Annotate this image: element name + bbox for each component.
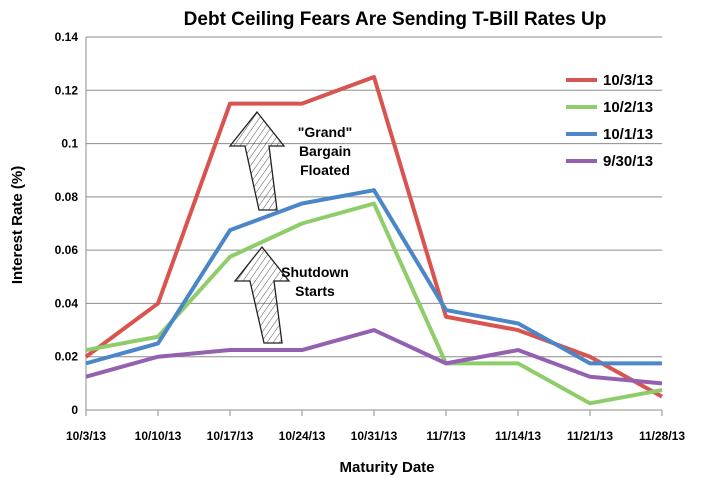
x-axis: 10/3/13 10/10/13 10/17/13 10/24/13 10/31/13 1… bbox=[66, 37, 685, 443]
up-arrow-icon bbox=[233, 245, 291, 344]
legend-label: 10/1/13 bbox=[603, 126, 653, 143]
y-tick-label: 0.1 bbox=[61, 137, 78, 151]
series-line bbox=[85, 188, 662, 366]
up-arrow-icon bbox=[228, 110, 286, 211]
annotation-text: Bargain bbox=[299, 143, 351, 159]
x-tick-label: 10/17/13 bbox=[207, 429, 254, 443]
y-tick-label: 0.02 bbox=[55, 350, 79, 364]
legend: 10/3/13 10/2/13 10/1/13 9/30/13 bbox=[566, 72, 653, 170]
annotations: "Grand" Bargain Floated Shutdown Starts bbox=[281, 124, 352, 299]
series-line bbox=[85, 201, 663, 406]
annotation-text: Starts bbox=[295, 283, 335, 299]
x-axis-label: Maturity Date bbox=[339, 459, 434, 476]
legend-label: 10/3/13 bbox=[603, 72, 653, 89]
y-tick-label: 0.14 bbox=[55, 30, 79, 44]
annotation-text: Shutdown bbox=[281, 264, 349, 280]
x-tick-label: 10/3/13 bbox=[66, 429, 106, 443]
series-line bbox=[85, 328, 663, 386]
annotation-text: Floated bbox=[300, 162, 350, 178]
gridlines bbox=[86, 36, 662, 358]
y-tick-labels: 0 0.02 0.04 0.06 0.08 0.1 0.12 0.14 bbox=[55, 30, 79, 417]
y-tick-label: 0.04 bbox=[55, 296, 79, 310]
x-tick-label: 11/7/13 bbox=[426, 429, 466, 443]
legend-label: 10/2/13 bbox=[603, 99, 653, 116]
x-tick-label: 10/24/13 bbox=[279, 429, 326, 443]
annotation-arrows bbox=[228, 110, 291, 344]
legend-label: 9/30/13 bbox=[603, 153, 653, 170]
x-tick-label: 11/28/13 bbox=[639, 429, 685, 443]
y-tick-label: 0.06 bbox=[55, 243, 79, 257]
series-lines bbox=[84, 74, 663, 406]
y-tick-label: 0 bbox=[71, 403, 78, 417]
y-tick-label: 0.08 bbox=[55, 190, 79, 204]
annotation-text: "Grand" bbox=[298, 124, 353, 140]
x-tick-label: 10/10/13 bbox=[135, 429, 182, 443]
y-axis-label: Interest Rate (%) bbox=[9, 166, 26, 284]
series-line bbox=[84, 74, 663, 399]
chart-title: Debt Ceiling Fears Are Sending T-Bill Ra… bbox=[184, 9, 607, 30]
x-tick-label: 11/14/13 bbox=[495, 429, 541, 443]
x-tick-label: 11/21/13 bbox=[567, 429, 613, 443]
x-tick-label: 10/31/13 bbox=[351, 429, 398, 443]
y-tick-label: 0.12 bbox=[55, 83, 79, 97]
